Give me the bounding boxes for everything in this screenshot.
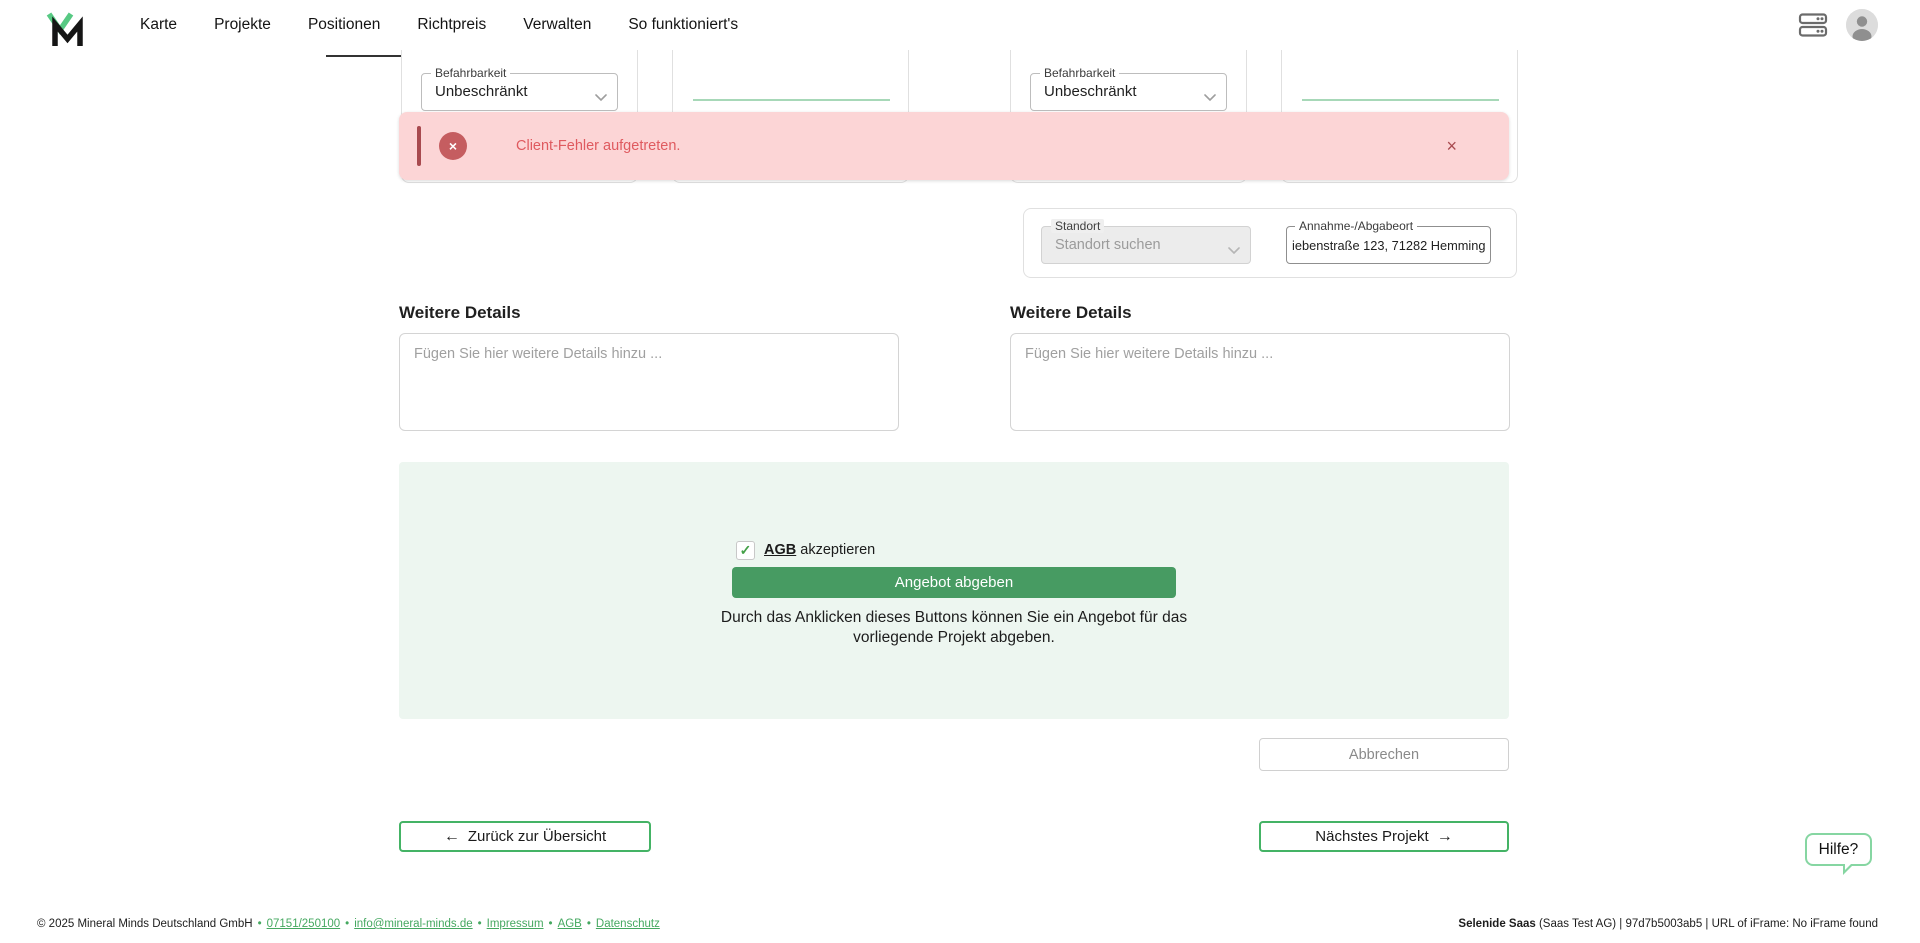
location-card: Standort Standort suchen Annahme-/Abgabe… bbox=[1023, 208, 1517, 278]
nav-item-verwalten[interactable]: Verwalten bbox=[523, 16, 592, 33]
clipped-field-underline bbox=[326, 55, 426, 57]
check-icon: ✓ bbox=[739, 542, 752, 558]
help-button[interactable]: Hilfe? bbox=[1805, 833, 1872, 875]
abgabeort-field: Annahme-/Abgabeort bbox=[1286, 219, 1491, 264]
agb-row: ✓ AGB akzeptieren bbox=[736, 539, 1176, 561]
nav-item-projekte[interactable]: Projekte bbox=[214, 16, 271, 33]
agb-checkbox[interactable]: ✓ bbox=[736, 540, 755, 560]
server-icon[interactable] bbox=[1798, 12, 1828, 38]
header-icons bbox=[1798, 0, 1878, 50]
next-button-label: Nächstes Projekt bbox=[1315, 828, 1429, 845]
details-textarea-right[interactable] bbox=[1011, 334, 1509, 430]
footer: © 2025 Mineral Minds Deutschland GmbH • 07… bbox=[0, 905, 1920, 943]
nav-item-positionen[interactable]: Positionen bbox=[307, 16, 381, 33]
befahrbarkeit-select-left[interactable]: Befahrbarkeit Unbeschränkt bbox=[421, 66, 618, 111]
details-heading-left: Weitere Details bbox=[399, 303, 521, 322]
chevron-down-icon bbox=[1204, 89, 1216, 107]
error-icon: × bbox=[439, 132, 467, 160]
offer-description: Durch das Anklicken dieses Buttons könne… bbox=[720, 609, 1188, 646]
next-project-button[interactable]: Nächstes Projekt → bbox=[1259, 821, 1509, 852]
footer-link-impressum[interactable]: Impressum bbox=[486, 918, 544, 930]
details-heading-right: Weitere Details bbox=[1010, 303, 1132, 322]
nav-item-richtpreis[interactable]: Richtpreis bbox=[417, 16, 487, 33]
app-name: Selenide Saas bbox=[1458, 918, 1536, 930]
footer-link-datenschutz[interactable]: Datenschutz bbox=[595, 918, 660, 930]
standort-placeholder: Standort suchen bbox=[1055, 237, 1161, 253]
agb-label: AGB akzeptieren bbox=[764, 542, 876, 558]
user-avatar-icon[interactable] bbox=[1846, 9, 1878, 41]
mineral-minds-logo-icon[interactable] bbox=[46, 9, 86, 49]
submit-offer-button[interactable]: Angebot abgeben bbox=[732, 567, 1176, 598]
offer-section: ✓ AGB akzeptieren Angebot abgeben Durch … bbox=[399, 462, 1509, 719]
alert-accent-bar bbox=[417, 126, 421, 166]
standort-select: Standort Standort suchen bbox=[1041, 219, 1251, 264]
footer-link-agb[interactable]: AGB bbox=[557, 918, 582, 930]
error-alert: × Client-Fehler aufgetreten. × bbox=[399, 112, 1509, 180]
footer-left: © 2025 Mineral Minds Deutschland GmbH • 07… bbox=[37, 918, 660, 930]
nav-item-karte[interactable]: Karte bbox=[140, 16, 178, 33]
close-icon[interactable]: × bbox=[1442, 133, 1461, 159]
nav-item-so-funktionierts[interactable]: So funktioniert's bbox=[628, 16, 739, 33]
chevron-down-icon bbox=[595, 89, 607, 107]
agb-link[interactable]: AGB bbox=[764, 542, 797, 558]
details-box-right bbox=[1010, 333, 1510, 431]
befahrbarkeit-label: Befahrbarkeit bbox=[431, 66, 511, 80]
details-textarea-left[interactable] bbox=[400, 334, 898, 430]
main-nav: Karte Projekte Positionen Richtpreis Ver… bbox=[140, 0, 738, 50]
back-button-label: Zurück zur Übersicht bbox=[467, 828, 607, 845]
standort-label: Standort bbox=[1051, 219, 1105, 233]
cancel-button[interactable]: Abbrechen bbox=[1259, 738, 1509, 771]
copyright: © 2025 Mineral Minds Deutschland GmbH bbox=[37, 918, 253, 930]
chevron-down-icon bbox=[1228, 242, 1240, 260]
befahrbarkeit-select-right[interactable]: Befahrbarkeit Unbeschränkt bbox=[1030, 66, 1227, 111]
arrow-left-icon: ← bbox=[443, 827, 460, 845]
input-underline[interactable] bbox=[693, 99, 890, 101]
footer-link-email[interactable]: info@mineral-minds.de bbox=[354, 918, 473, 930]
footer-right-info: (Saas Test AG) | 97d7b5003ab5 | URL of i… bbox=[1535, 918, 1878, 930]
input-underline[interactable] bbox=[1302, 99, 1499, 101]
befahrbarkeit-label: Befahrbarkeit bbox=[1040, 66, 1120, 80]
befahrbarkeit-value: Unbeschränkt bbox=[435, 83, 528, 100]
details-box-left bbox=[399, 333, 899, 431]
footer-right: Selenide Saas (Saas Test AG) | 97d7b5003… bbox=[1458, 918, 1878, 930]
header: Karte Projekte Positionen Richtpreis Ver… bbox=[0, 0, 1920, 50]
footer-link-phone[interactable]: 07151/250100 bbox=[266, 918, 341, 930]
alert-message: Client-Fehler aufgetreten. bbox=[516, 138, 681, 154]
arrow-right-icon: → bbox=[1436, 827, 1453, 845]
back-to-overview-button[interactable]: ← Zurück zur Übersicht bbox=[399, 821, 651, 852]
befahrbarkeit-value: Unbeschränkt bbox=[1044, 83, 1137, 100]
abgabeort-input[interactable] bbox=[1287, 227, 1490, 263]
